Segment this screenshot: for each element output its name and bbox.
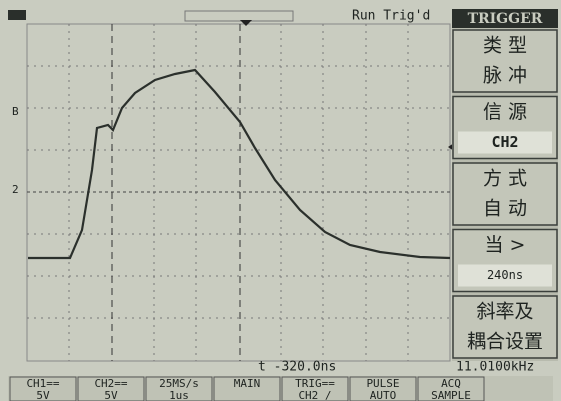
graticule: [26, 23, 451, 362]
status-cell: [145, 376, 213, 401]
status-line1: 25MS/s: [159, 377, 199, 390]
menu-value: 240ns: [487, 268, 523, 282]
menu-label: 类 型: [483, 35, 527, 57]
time-offset: t -320.0ns: [258, 360, 336, 375]
status-line1: CH2==: [94, 377, 127, 390]
menu-value-box: [458, 131, 552, 154]
status-line2: AUTO: [370, 389, 397, 401]
waveform: [28, 68, 451, 260]
frequency: 11.0100kHz: [456, 360, 534, 375]
status-cell: [281, 376, 349, 401]
status-line1: MAIN: [234, 377, 261, 390]
menu-value: 脉 冲: [483, 65, 527, 87]
status-line1: PULSE: [366, 377, 399, 390]
menu-label: 当 >: [485, 234, 526, 256]
menu-label: 信 源: [483, 101, 527, 123]
status-cell: [77, 376, 145, 401]
status-line1: CH1==: [26, 377, 59, 390]
status-cell: [349, 376, 417, 401]
status-line2: 5V: [104, 389, 118, 401]
menu-button[interactable]: [452, 162, 558, 226]
status-line2: CH2 /: [298, 389, 331, 401]
menu-value: 自 动: [483, 198, 527, 220]
menu-label: 方 式: [483, 168, 527, 190]
menu-label: 斜率及: [476, 301, 533, 323]
memory-bar: [184, 10, 294, 22]
status-cell: [9, 376, 77, 401]
menu-value: 耦合设置: [467, 331, 543, 353]
trigger-position-marker: [240, 20, 252, 26]
status-line1: ACQ: [441, 377, 461, 390]
status-line2: 5V: [36, 389, 50, 401]
menu-value-box: [458, 264, 552, 287]
run-status: Run Trig'd: [352, 9, 430, 24]
ch2-marker: 2: [12, 183, 19, 196]
menu-button[interactable]: [452, 29, 558, 93]
status-cell: [213, 376, 281, 401]
menu-button[interactable]: [452, 295, 558, 359]
mode-icon: [8, 10, 26, 20]
menu-title: TRIGGER: [468, 11, 543, 27]
ch1-marker: B: [12, 105, 19, 118]
status-line1: TRIG==: [295, 377, 335, 390]
menu-title-bg: [452, 9, 558, 28]
cursor-lines: [111, 24, 241, 361]
menu-value: CH2: [491, 133, 518, 151]
status-line2: SAMPLE: [431, 389, 471, 401]
status-cell: [417, 376, 485, 401]
status-line2: 1us: [169, 389, 189, 401]
